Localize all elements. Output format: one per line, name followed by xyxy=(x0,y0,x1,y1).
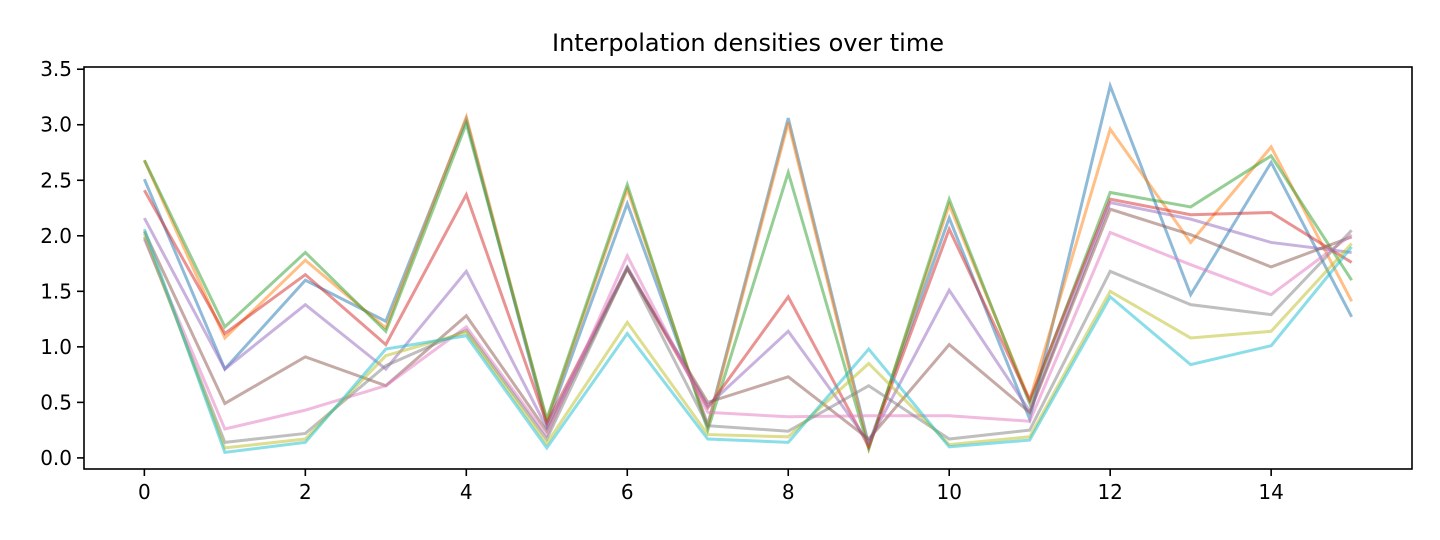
series-line-10 xyxy=(142,228,1353,454)
axes-layer: 0 2 4 6 8 10 12 14 0.0 0.5 1.0 1.5 2.0 2.5 3.0 3.5 xyxy=(40,57,1413,504)
x-tick-label: 6 xyxy=(621,480,634,504)
series-line-6 xyxy=(143,207,1353,442)
x-tick-label: 0 xyxy=(138,480,151,504)
series-line-5 xyxy=(143,200,1352,446)
y-tick-label: 3.0 xyxy=(40,113,72,137)
y-tick-label: 2.5 xyxy=(40,168,72,192)
series-line-7 xyxy=(142,230,1353,439)
y-tick-label: 3.5 xyxy=(40,57,72,81)
y-tick-label: 0.0 xyxy=(40,446,72,470)
plot-frame xyxy=(83,66,1413,470)
x-tick-label: 2 xyxy=(299,480,312,504)
y-tick-label: 1.0 xyxy=(40,335,72,359)
y-tick-label: 2.0 xyxy=(40,224,72,248)
x-tick-label: 8 xyxy=(782,480,795,504)
y-tick-label: 0.5 xyxy=(40,390,72,414)
series-layer xyxy=(142,80,1353,455)
chart-title: Interpolation densities over time xyxy=(552,29,944,57)
series-line-2 xyxy=(142,112,1353,454)
x-tick-label: 4 xyxy=(460,480,473,504)
x-tick-label: 12 xyxy=(1097,480,1122,504)
x-tick-label: 14 xyxy=(1258,480,1283,504)
series-line-3 xyxy=(143,118,1353,455)
series-line-8 xyxy=(142,229,1353,444)
x-tick-label: 10 xyxy=(936,480,961,504)
series-line-4 xyxy=(143,189,1353,451)
y-tick-label: 1.5 xyxy=(40,279,72,303)
